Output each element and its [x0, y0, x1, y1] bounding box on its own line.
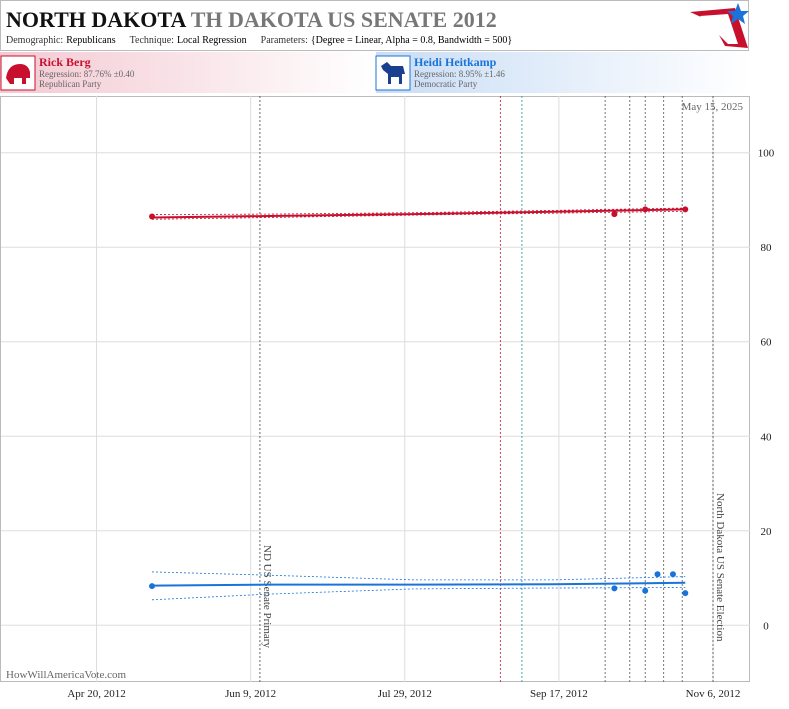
trend-line	[151, 581, 686, 587]
poll-point	[654, 571, 661, 578]
title-state: NORTH DAKOTA	[6, 7, 186, 32]
confidence-band	[151, 571, 686, 581]
legend-dem-bg	[376, 52, 750, 93]
meta: Demographic: Republicans Technique: Local R…	[6, 35, 512, 46]
meta-value: Local Regression	[177, 35, 247, 46]
x-tick-label: Jun 9, 2012	[225, 688, 276, 700]
legend-regression: Regression: 8.95% ±1.46	[414, 69, 505, 79]
x-tick-label: Nov 6, 2012	[686, 688, 741, 700]
title-race: TH DAKOTA US SENATE 2012	[191, 7, 497, 32]
poll-point	[642, 206, 649, 213]
date-note: May 15, 2025	[682, 101, 744, 113]
y-tick-label: 0	[763, 620, 769, 632]
plot-area	[0, 96, 750, 682]
y-tick-label: 100	[758, 148, 775, 160]
x-tick-label: Sep 17, 2012	[530, 688, 588, 700]
poll-point	[611, 585, 618, 592]
meta-value: Republicans	[66, 35, 116, 46]
legend-name: Heidi Heitkamp	[414, 55, 497, 69]
y-tick-label: 20	[761, 526, 773, 538]
poll-point	[149, 583, 156, 590]
legend-name: Rick Berg	[39, 55, 91, 69]
meta-label: Technique:	[130, 35, 174, 46]
x-tick-label: Apr 20, 2012	[67, 688, 125, 700]
confidence-band	[151, 210, 686, 220]
legend-regression: Regression: 87.76% ±0.40	[39, 69, 135, 79]
logo	[690, 3, 749, 48]
poll-point	[611, 211, 618, 218]
confidence-band	[151, 587, 686, 601]
annotation-text: ND US Senate Primary	[261, 545, 273, 648]
trend-line	[151, 208, 686, 219]
poll-point	[682, 590, 689, 597]
confidence-band	[151, 207, 686, 215]
meta-value: {Degree = Linear, Alpha = 0.8, Bandwidth…	[311, 35, 512, 46]
source: HowWillAmericaVote.com	[6, 669, 126, 681]
y-tick-label: 40	[761, 431, 773, 443]
legend-party: Republican Party	[39, 79, 102, 89]
x-tick-label: Jul 29, 2012	[378, 688, 432, 700]
elephant	[6, 64, 30, 84]
legend-rep-bg	[0, 52, 374, 93]
title: NORTH DAKOTA TH DAKOTA US SENATE 2012	[6, 7, 497, 32]
poll-point	[682, 206, 689, 213]
legend-party: Democratic Party	[414, 79, 478, 89]
poll-point	[669, 571, 676, 578]
annotation-text: North Dakota US Senate Election	[714, 493, 726, 642]
meta-label: Demographic:	[6, 35, 63, 46]
y-tick-label: 60	[761, 337, 773, 349]
poll-point	[149, 213, 156, 220]
y-tick-label: 80	[761, 242, 773, 254]
header-box	[0, 0, 749, 51]
poll-point	[642, 587, 649, 594]
donkey	[381, 62, 405, 84]
meta-label: Parameters:	[261, 35, 308, 46]
